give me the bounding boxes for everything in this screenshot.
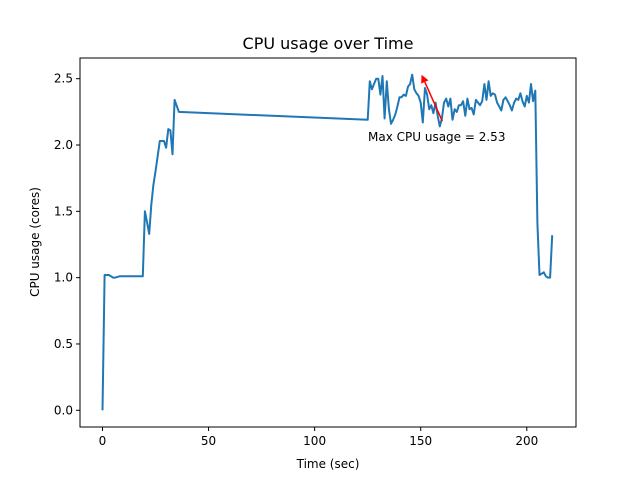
x-axis-label: Time (sec) [296,457,360,471]
y-axis: 0.0 0.5 1.0 1.5 2.0 2.5 [54,72,80,417]
x-tick-label: 100 [303,434,326,448]
plot-area [101,73,554,411]
x-axis: 0 50 100 150 200 [99,427,538,448]
y-tick-label: 0.5 [54,337,73,351]
cpu-usage-line [101,73,554,411]
y-tick-label: 1.0 [54,271,73,285]
y-tick-label: 2.5 [54,72,73,86]
plot-frame [79,57,577,428]
x-tick-label: 200 [515,434,538,448]
x-tick-label: 0 [99,434,107,448]
y-tick-label: 1.5 [54,204,73,218]
max-cpu-annotation: Max CPU usage = 2.53 [368,130,505,144]
x-tick-label: 150 [409,434,432,448]
y-tick-label: 2.0 [54,138,73,152]
y-tick-label: 0.0 [54,403,73,417]
chart-title: CPU usage over Time [243,34,414,53]
x-tick-label: 50 [201,434,216,448]
annotation-arrow-shaft [424,81,444,122]
annotation-arrow-head [421,74,429,84]
y-axis-label: CPU usage (cores) [28,187,42,297]
